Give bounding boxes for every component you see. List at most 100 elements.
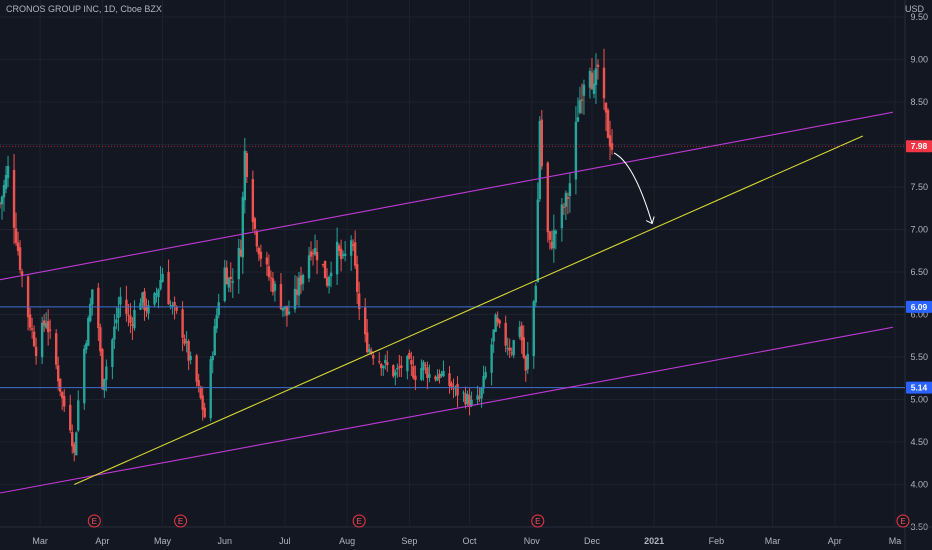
- candle-body: [54, 333, 58, 365]
- candle-body: [245, 153, 249, 177]
- y-tick-label: 6.00: [910, 310, 928, 320]
- candle-body: [466, 394, 469, 405]
- candle-body: [231, 281, 234, 283]
- candle-body: [75, 432, 78, 456]
- earnings-marker[interactable]: [352, 514, 366, 528]
- candle-body: [536, 199, 539, 283]
- candle-body: [508, 347, 511, 351]
- candle-body: [532, 301, 535, 357]
- candle-body: [608, 135, 612, 147]
- candle-body: [307, 255, 311, 279]
- candle-body: [181, 309, 184, 338]
- candle-body: [30, 328, 34, 330]
- earnings-marker[interactable]: [896, 514, 910, 528]
- candle-body: [550, 241, 554, 249]
- candle-body: [101, 348, 104, 390]
- candle-body: [243, 150, 247, 201]
- y-tick-label: 9.00: [910, 55, 928, 65]
- y-tick-label: 7.50: [910, 182, 928, 192]
- candle-body: [253, 218, 257, 229]
- upper-channel-line[interactable]: [0, 111, 894, 281]
- earnings-marker[interactable]: [531, 514, 545, 528]
- candle-body: [464, 393, 467, 405]
- candle-body: [436, 376, 439, 381]
- candle-body: [211, 355, 214, 361]
- candle-body: [357, 293, 361, 310]
- candle-body: [548, 231, 552, 240]
- candle-body: [588, 70, 592, 88]
- candle-body: [522, 337, 525, 358]
- x-tick-label: Aug: [339, 536, 355, 546]
- level-price-tag: [906, 381, 932, 394]
- candle-body: [119, 296, 122, 305]
- candle-body: [71, 432, 74, 447]
- candle-body: [40, 322, 44, 358]
- candle-body: [269, 277, 273, 279]
- candle-body: [353, 242, 357, 266]
- candle-body: [111, 339, 114, 368]
- x-tick-label: Apr: [828, 536, 842, 546]
- candle-body: [56, 365, 60, 382]
- candle-body: [145, 307, 148, 312]
- candle-body: [129, 315, 132, 323]
- candle-body: [380, 363, 383, 369]
- candle-body: [504, 322, 507, 346]
- candle-body: [384, 360, 387, 364]
- candle-body: [578, 100, 582, 113]
- x-tick-label: May: [154, 536, 172, 546]
- candle-body: [582, 84, 586, 96]
- candle-body: [592, 83, 596, 94]
- candle-body: [327, 276, 331, 286]
- candle-body: [20, 271, 24, 276]
- candle-body: [141, 292, 144, 303]
- candle-body: [442, 370, 445, 377]
- candle-body: [366, 332, 369, 352]
- candle-body: [406, 356, 409, 372]
- candle-body: [400, 365, 403, 369]
- lower-channel-line[interactable]: [0, 326, 894, 494]
- candle-body: [117, 308, 120, 319]
- candle-body: [295, 289, 299, 295]
- earnings-marker-label: E: [357, 517, 362, 526]
- candle-body: [323, 260, 327, 279]
- candle-body: [195, 355, 198, 382]
- candle-body: [44, 322, 48, 328]
- level-price-tag: [906, 300, 932, 313]
- currency-label: USD: [904, 4, 924, 14]
- candle-body: [560, 204, 564, 229]
- candle-body: [506, 347, 509, 349]
- candle-body: [281, 307, 285, 311]
- candle-body: [368, 349, 371, 353]
- candle-body: [223, 267, 226, 301]
- support-trendline-line[interactable]: [74, 135, 864, 486]
- candle-body: [341, 254, 345, 257]
- candle-body: [42, 320, 46, 326]
- candle-body: [209, 359, 212, 419]
- candle-body: [167, 272, 170, 305]
- candle-body: [12, 169, 16, 228]
- candle-body: [343, 253, 347, 256]
- candle-body: [414, 375, 417, 381]
- candle-body: [16, 242, 20, 251]
- candle-body: [143, 291, 146, 311]
- candle-body: [201, 395, 204, 410]
- candle-body: [382, 366, 385, 369]
- candle-body: [159, 279, 162, 289]
- candle-body: [69, 404, 72, 431]
- candle-body: [133, 309, 136, 329]
- earnings-marker[interactable]: [87, 514, 101, 528]
- candle-body: [237, 248, 240, 280]
- candle-body: [339, 248, 343, 260]
- x-tick-label: Mar: [765, 536, 781, 546]
- candle-body: [498, 320, 501, 324]
- projection-arrow[interactable]: [613, 152, 653, 224]
- candle-body: [482, 375, 485, 389]
- candle-body: [580, 99, 584, 101]
- projection-arrow-head: [645, 216, 655, 225]
- earnings-marker[interactable]: [174, 514, 188, 528]
- candle-body: [14, 228, 18, 243]
- candle-body: [199, 386, 202, 398]
- candle-body: [309, 251, 313, 257]
